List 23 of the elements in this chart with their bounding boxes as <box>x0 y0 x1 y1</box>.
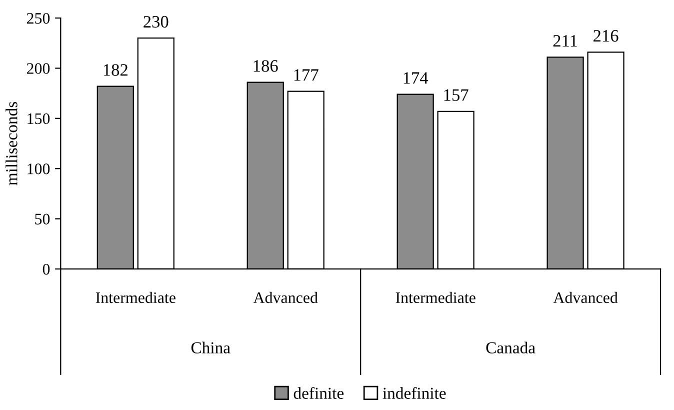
y-axis-title: milliseconds <box>6 102 18 186</box>
y-tick-label: 100 <box>28 164 50 174</box>
data-label: 157 <box>444 89 468 101</box>
y-tick-label: 0 <box>42 264 50 275</box>
data-label: 211 <box>553 35 577 47</box>
data-label: 230 <box>144 16 168 28</box>
y-tick-label: 200 <box>26 63 50 74</box>
data-label: 177 <box>294 69 318 81</box>
data-label: 216 <box>594 30 618 42</box>
legend-label: definite <box>294 386 344 399</box>
y-tick-label: 50 <box>35 214 50 224</box>
data-label: 174 <box>404 72 428 84</box>
legend-label: indefinite <box>382 386 446 399</box>
x-tick-label: Advanced <box>253 292 318 304</box>
x-tick-label: Intermediate <box>96 292 176 304</box>
y-tick-label: 150 <box>28 113 50 124</box>
y-tick-label: 250 <box>26 12 50 24</box>
x-tick-label: Intermediate <box>396 292 476 304</box>
text: Canada <box>486 342 536 354</box>
data-label: 186 <box>254 60 278 72</box>
x-tick-label: Advanced <box>553 292 618 304</box>
text: China <box>191 342 230 354</box>
data-label: 182 <box>104 64 128 76</box>
